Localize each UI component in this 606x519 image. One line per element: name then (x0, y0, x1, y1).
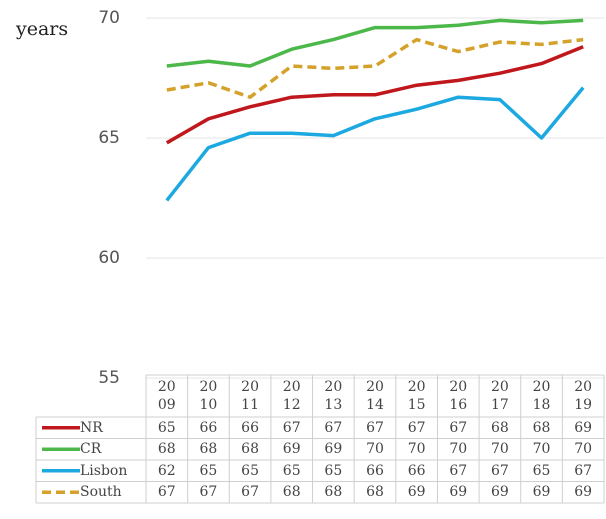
table-value: 68 (199, 441, 218, 458)
table-value: 67 (490, 462, 509, 479)
table-value: 66 (366, 462, 384, 479)
table-value: 67 (157, 484, 176, 501)
table-value: 68 (282, 484, 301, 501)
x-tick-label: 2019 (574, 379, 593, 413)
table-value: 68 (157, 441, 176, 458)
table-value: 69 (282, 441, 301, 458)
table-value: 68 (532, 419, 551, 436)
table-value: 67 (449, 419, 468, 436)
table-value: 65 (199, 462, 218, 479)
series-line (166, 37, 584, 99)
table-value: 70 (407, 441, 426, 458)
table-value: 69 (324, 441, 343, 458)
y-axis-label: years (15, 18, 68, 40)
table-value: 69 (449, 484, 468, 501)
x-tick-label: 2014 (366, 379, 384, 413)
table-value: 69 (574, 419, 593, 436)
x-tick-label: 2016 (449, 379, 468, 413)
x-tick-label: 2017 (490, 379, 509, 413)
legend-label: South (80, 484, 122, 501)
table-value: 68 (241, 441, 259, 458)
table-value: 67 (574, 462, 593, 479)
x-tick-label: 2009 (157, 379, 176, 413)
table-value: 69 (490, 484, 509, 501)
x-tick-label: 2012 (282, 379, 301, 413)
table-value: 65 (157, 419, 176, 436)
series-line (166, 18, 584, 68)
table-value: 67 (282, 419, 301, 436)
table-value: 67 (324, 419, 343, 436)
legend-label: NR (80, 419, 103, 436)
table-value: 66 (241, 419, 259, 436)
table-value: 70 (449, 441, 468, 458)
table-value: 66 (407, 462, 426, 479)
table-value: 69 (574, 484, 593, 501)
x-tick-label: 2018 (532, 379, 551, 413)
table-value: 68 (324, 484, 343, 501)
table-value: 70 (532, 441, 551, 458)
table-value: 67 (199, 484, 218, 501)
table-value: 62 (157, 462, 176, 479)
x-tick-label: 2015 (407, 379, 426, 413)
table-value: 69 (407, 484, 426, 501)
table-value: 70 (366, 441, 384, 458)
series-line (165, 45, 584, 145)
table-value: 70 (574, 441, 593, 458)
table-value: 65 (324, 462, 343, 479)
table-value: 67 (241, 484, 259, 501)
table-value: 67 (449, 462, 468, 479)
y-tick-label: 65 (98, 128, 120, 148)
x-tick-label: 2011 (241, 379, 259, 413)
table-value: 67 (366, 419, 384, 436)
table-value: 67 (407, 419, 426, 436)
table-value: 68 (490, 419, 509, 436)
y-tick-label: 70 (98, 8, 120, 28)
table-value: 68 (366, 484, 384, 501)
table-value: 65 (282, 462, 301, 479)
table-value: 70 (490, 441, 509, 458)
series-line (165, 86, 585, 202)
legend-label: Lisbon (80, 462, 128, 479)
y-tick-label: 55 (98, 368, 120, 388)
x-tick-label: 2010 (199, 379, 218, 413)
table-value: 65 (241, 462, 259, 479)
legend-label: CR (80, 441, 102, 458)
table-value: 66 (199, 419, 218, 436)
table-value: 69 (532, 484, 551, 501)
y-tick-label: 60 (98, 248, 120, 268)
table-value: 65 (532, 462, 551, 479)
x-tick-label: 2013 (324, 379, 343, 413)
